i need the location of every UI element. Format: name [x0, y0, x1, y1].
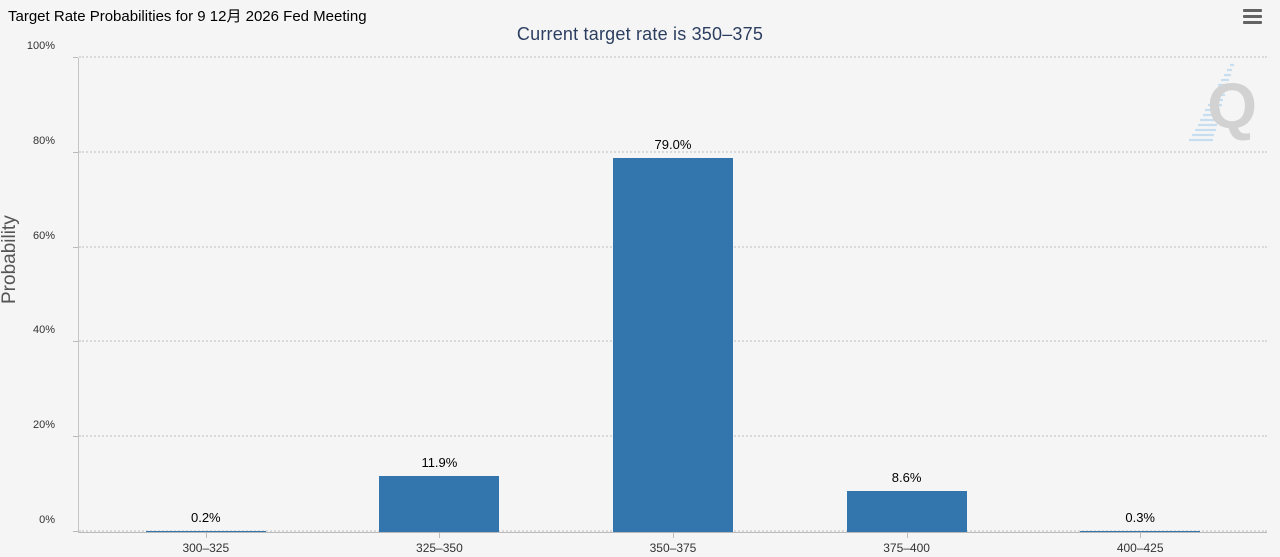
- x-category-label: 375–400: [883, 541, 930, 555]
- x-category-label: 350–375: [649, 541, 697, 555]
- bar-value-label: 0.3%: [1125, 509, 1155, 525]
- hamburger-bar: [1243, 21, 1262, 24]
- bar-slot: 0.3% 400–425: [1023, 58, 1257, 555]
- bar-value-label: 0.2%: [190, 510, 221, 526]
- x-tick-mark: [906, 533, 908, 538]
- y-tick-mark-0: [73, 531, 78, 532]
- y-tick-mark-40: [73, 341, 78, 343]
- y-tick-mark-20: [73, 436, 78, 438]
- hamburger-bar: [1243, 15, 1262, 18]
- y-tick-mark-100: [73, 57, 78, 58]
- plot-area: 0% 20% 40% 60% 80% 100% Q: [27, 40, 1267, 555]
- x-tick-mark: [205, 533, 207, 538]
- bar-350-375[interactable]: [612, 157, 733, 532]
- x-category-label: 400–425: [1116, 541, 1164, 555]
- y-tick-label-80: 80%: [32, 134, 55, 147]
- hamburger-bar: [1243, 9, 1262, 12]
- gridline-100: [79, 56, 1267, 58]
- page-title: Target Rate Probabilities for 9 12月 2026…: [8, 8, 367, 25]
- x-tick-mark: [1140, 533, 1142, 538]
- x-category-label: 325–350: [416, 541, 463, 555]
- gridline-80: [79, 150, 1267, 153]
- y-axis-title: Probability: [0, 215, 20, 304]
- bar-400-425[interactable]: [1080, 530, 1201, 532]
- bar-375-400[interactable]: [846, 491, 967, 532]
- x-tick-mark: [439, 533, 441, 538]
- bar-slot: 0.2% 300–325: [89, 58, 323, 555]
- bar-325-350[interactable]: [379, 475, 500, 532]
- hamburger-menu-icon[interactable]: [1243, 9, 1262, 27]
- bar-slot: 11.9% 325–350: [323, 58, 557, 555]
- chart-title: Current target rate is 350–375: [516, 24, 764, 44]
- y-tick-label-0: 0%: [39, 514, 55, 526]
- x-tick-mark: [672, 533, 674, 538]
- y-tick-label-20: 20%: [32, 419, 55, 432]
- bars-row: 0.2% 300–325 11.9% 325–350 79.0% 350–375 8.6% 3…: [89, 58, 1257, 555]
- bar-value-label: 79.0%: [654, 136, 692, 152]
- y-tick-label-100: 100%: [26, 40, 55, 52]
- x-category-label: 300–325: [182, 541, 230, 555]
- bar-slot: 8.6% 375–400: [790, 58, 1024, 555]
- bar-value-label: 8.6%: [891, 470, 922, 486]
- y-tick-label-60: 60%: [32, 229, 55, 242]
- bar-value-label: 11.9%: [421, 454, 458, 470]
- y-tick-mark-80: [73, 151, 78, 153]
- bar-300-325[interactable]: [145, 531, 266, 532]
- y-tick-mark-60: [73, 246, 78, 248]
- y-tick-label-40: 40%: [32, 324, 55, 337]
- bar-slot: 79.0% 350–375: [556, 58, 790, 555]
